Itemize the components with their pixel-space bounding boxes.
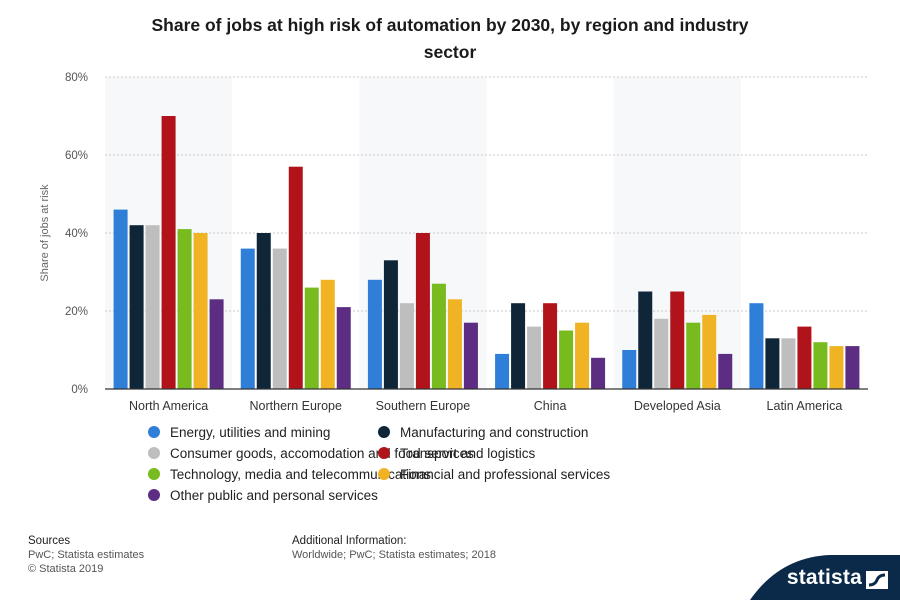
legend-label: Consumer goods, accomodation and food se… — [170, 445, 474, 461]
legend-swatch-icon — [378, 468, 390, 480]
bar — [177, 229, 192, 389]
y-tick-label: 80% — [65, 72, 88, 84]
additional-info-block: Additional Information: Worldwide; PwC; … — [292, 534, 496, 562]
brand-background-shape — [750, 555, 900, 600]
bar — [654, 318, 669, 389]
legend-label: Manufacturing and construction — [400, 424, 589, 440]
sources-heading: Sources — [28, 535, 71, 547]
bar — [367, 279, 382, 389]
legend-swatch-icon — [148, 468, 160, 480]
legend-swatch-icon — [378, 447, 390, 459]
bar — [383, 260, 398, 389]
chart-title-line-2: sector — [423, 42, 477, 62]
legend-label: Transport and logistics — [400, 445, 536, 461]
bar-chart: 0% 20% 40% 60% 80% Share of jobs at risk North… — [39, 72, 868, 413]
bar — [527, 326, 542, 389]
bar — [765, 338, 780, 389]
x-tick-label: Northern Europe — [250, 399, 342, 413]
chart-title: Share of jobs at high risk of automation… — [90, 12, 810, 66]
bar — [702, 314, 717, 389]
bar — [638, 291, 653, 389]
bar — [256, 233, 271, 389]
legend-swatch-icon — [378, 426, 390, 438]
legend-item[interactable]: Transport and logistics — [378, 444, 748, 462]
additional-info-heading: Additional Information: — [292, 535, 407, 547]
legend-label: Technology, media and telecommunications — [170, 466, 431, 482]
bar — [129, 225, 144, 389]
bar — [336, 307, 351, 389]
legend-item[interactable]: Energy, utilities and mining — [148, 423, 378, 441]
legend-item[interactable]: Technology, media and telecommunications — [148, 465, 431, 483]
bar — [575, 322, 590, 389]
statista-logo-icon — [866, 571, 888, 589]
bar — [288, 166, 303, 389]
bar — [845, 346, 860, 389]
legend-swatch-icon — [148, 447, 160, 459]
bar — [829, 346, 844, 389]
brand-name: statista — [786, 566, 862, 589]
bar — [781, 338, 796, 389]
x-tick-label: North America — [129, 399, 208, 413]
statista-brand[interactable]: statista — [720, 555, 900, 600]
legend-swatch-icon — [148, 426, 160, 438]
bar — [511, 303, 526, 389]
bar — [591, 357, 606, 389]
bar — [320, 279, 335, 389]
y-tick-label: 60% — [65, 150, 88, 162]
bar — [447, 299, 462, 389]
legend-label: Energy, utilities and mining — [170, 424, 331, 440]
sources-line: PwC; Statista estimates — [28, 549, 145, 561]
sources-block: Sources PwC; Statista estimates © Statis… — [28, 534, 144, 576]
bar — [813, 342, 828, 389]
legend-swatch-icon — [148, 489, 160, 501]
x-tick-label: China — [534, 399, 567, 413]
bar — [797, 326, 812, 389]
bar — [431, 283, 446, 389]
chart-title-line-1: Share of jobs at high risk of automation… — [151, 15, 749, 35]
bar — [240, 248, 255, 389]
bar — [670, 291, 685, 389]
bar — [559, 330, 574, 389]
legend-item[interactable]: Consumer goods, accomodation and food se… — [148, 444, 474, 462]
legend-item[interactable]: Manufacturing and construction — [378, 423, 748, 441]
legend-label: Other public and personal services — [170, 487, 378, 503]
bar — [145, 225, 160, 389]
bar — [622, 350, 637, 389]
y-tick-label: 40% — [65, 228, 88, 240]
bar — [399, 303, 414, 389]
legend-item[interactable]: Financial and professional services — [378, 465, 748, 483]
bar — [718, 353, 733, 389]
bar — [749, 303, 764, 389]
y-tick-label: 0% — [71, 384, 88, 396]
legend-label: Financial and professional services — [400, 466, 611, 482]
bar — [463, 322, 478, 389]
bar — [304, 287, 319, 389]
bar — [161, 116, 176, 389]
bar — [686, 322, 701, 389]
legend-item[interactable]: Other public and personal services — [148, 486, 378, 504]
y-tick-label: 20% — [65, 306, 88, 318]
y-axis-label: Share of jobs at risk — [39, 184, 51, 282]
bar — [495, 353, 510, 389]
bar — [113, 209, 128, 389]
bar — [543, 303, 558, 389]
chart-legend: Energy, utilities and mining Manufacturin… — [148, 423, 788, 504]
x-tick-label: Southern Europe — [376, 399, 471, 413]
x-tick-label: Developed Asia — [634, 399, 721, 413]
bar — [415, 233, 430, 389]
bar — [209, 299, 224, 389]
additional-info-line: Worldwide; PwC; Statista estimates; 2018 — [292, 549, 496, 561]
bar — [193, 233, 208, 389]
x-tick-label: Latin America — [767, 399, 843, 413]
copyright-line: © Statista 2019 — [28, 563, 104, 575]
bar — [272, 248, 287, 389]
